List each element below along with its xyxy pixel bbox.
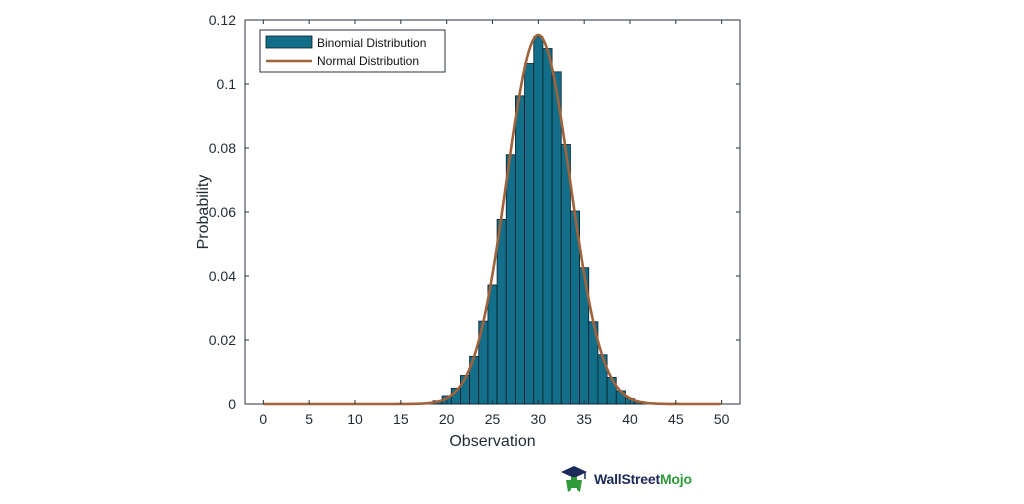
bar (533, 36, 544, 405)
x-tick-label: 20 (439, 411, 455, 427)
bar (524, 63, 535, 405)
x-tick-label: 5 (305, 411, 313, 427)
mortarboard-icon (561, 466, 587, 492)
y-tick-label: 0.1 (217, 76, 237, 92)
normal-line (263, 33, 721, 406)
legend-swatch-binomial (265, 35, 313, 49)
legend-label-binomial: Binomial Distribution (317, 36, 426, 50)
x-tick-label: 50 (714, 411, 730, 427)
y-tick-label: 0.08 (209, 140, 236, 156)
y-tick-label: 0 (228, 396, 236, 412)
x-tick-label: 30 (531, 411, 547, 427)
bar (496, 218, 507, 405)
bar (606, 377, 617, 405)
y-tick-label: 0.12 (209, 12, 236, 28)
x-tick-label: 35 (576, 411, 592, 427)
x-tick-label: 15 (393, 411, 409, 427)
bar (487, 284, 498, 405)
y-tick-label: 0.06 (209, 204, 236, 220)
x-tick-label: 25 (485, 411, 501, 427)
legend-label-normal: Normal Distribution (317, 54, 419, 68)
y-tick-label: 0.02 (209, 332, 236, 348)
binomial-bars (432, 36, 645, 405)
y-tick-label: 0.04 (209, 268, 236, 284)
bar (551, 71, 562, 405)
bar (515, 95, 525, 405)
axes: 0 5 10 15 20 25 30 35 40 45 50 0 0.02 0.04 0.06 0.08 0.1… (195, 12, 740, 450)
y-axis-label: Probability (195, 175, 212, 250)
x-axis-label: Observation (449, 433, 535, 450)
bar (542, 48, 553, 405)
x-tick-label: 40 (622, 411, 638, 427)
normal-curve (263, 33, 721, 406)
brand-name: WallStreetMojo (594, 471, 692, 487)
brand-logo: WallStreetMojo (560, 464, 692, 494)
x-tick-label: 0 (259, 411, 267, 427)
legend: Binomial Distribution Normal Distribution (259, 29, 446, 73)
x-tick-label: 45 (668, 411, 684, 427)
bar (505, 154, 516, 405)
x-tick-label: 10 (347, 411, 363, 427)
bar (560, 144, 571, 405)
